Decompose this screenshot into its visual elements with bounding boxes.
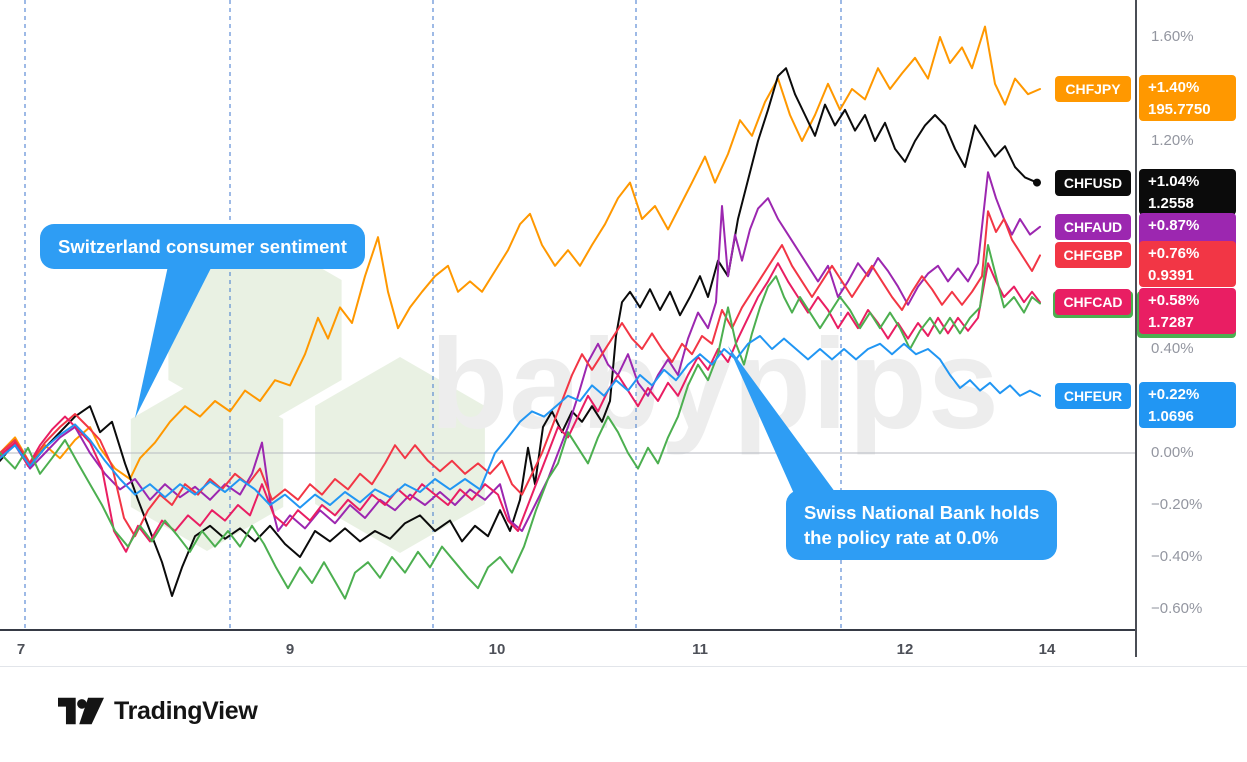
symbol-tag-chfeur[interactable]: CHFEUR	[1055, 383, 1131, 409]
series-price-labels: CHFJPY +1.40% 195.7750 CHFUSD +1.04% 1.2558 CH…	[1053, 75, 1236, 428]
price-tag-chfjpy[interactable]: +1.40% 195.7750	[1139, 75, 1236, 121]
pane-separator	[0, 666, 1247, 667]
time-scale[interactable]: 7 9 10 11 12 14	[0, 633, 1135, 666]
series-line-chfeur	[0, 335, 1041, 509]
last-price: 1.0696	[1148, 408, 1194, 425]
last-price: 1.7287	[1148, 314, 1194, 331]
y-tick-label: 1.60%	[1151, 28, 1194, 45]
annotation-callout-1[interactable]: Switzerland consumer sentiment	[40, 224, 365, 269]
price-tag-chfgbp[interactable]: +0.76% 0.9391	[1139, 241, 1236, 287]
time-axis-border	[0, 629, 1135, 631]
last-price: 1.2558	[1148, 195, 1194, 212]
callout-text-line: Switzerland consumer sentiment	[58, 236, 347, 257]
watermark-hexagon	[315, 357, 485, 553]
symbol-tag-chfcad[interactable]: CHFCAD	[1055, 289, 1131, 315]
price-scale[interactable]: 1.60% 1.20% 0.40% 0.00% −0.20% −0.40% −0.60%	[1135, 0, 1247, 657]
annotation-callout-2[interactable]: Swiss National Bank holds the policy rate…	[786, 490, 1058, 560]
series-end-dot	[1033, 178, 1041, 187]
price-tag-chfusd[interactable]: +1.04% 1.2558	[1139, 169, 1236, 215]
symbol-tag-chfjpy[interactable]: CHFJPY	[1055, 76, 1131, 102]
y-tick-label: −0.20%	[1151, 496, 1203, 513]
change-percent: +0.22%	[1148, 386, 1200, 403]
x-tick-label: 14	[1038, 641, 1056, 658]
change-percent: +0.58%	[1148, 292, 1200, 309]
y-tick-label: 1.20%	[1151, 132, 1194, 149]
y-tick-label: −0.40%	[1151, 548, 1203, 565]
series-line-chfcad	[0, 262, 1041, 553]
x-tick-label: 10	[488, 641, 506, 658]
x-tick-label: 11	[692, 641, 708, 658]
change-percent: +1.04%	[1148, 173, 1200, 190]
x-tick-label: 7	[16, 641, 26, 658]
tradingview-logo-text: TradingView	[114, 696, 258, 725]
change-percent: +0.87%	[1148, 217, 1200, 234]
callout-text-line: Swiss National Bank holds	[804, 502, 1040, 523]
symbol-tag-chfgbp[interactable]: CHFGBP	[1055, 242, 1131, 268]
tradingview-logo-icon	[58, 697, 104, 725]
price-tag-chfcad[interactable]: +0.58% 1.7287	[1139, 288, 1236, 334]
y-tick-label: 0.00%	[1151, 444, 1194, 461]
series-line-chfgbp	[0, 210, 1041, 538]
change-percent: +0.76%	[1148, 245, 1200, 262]
watermark-hexagon	[130, 375, 284, 551]
last-price: 195.7750	[1148, 101, 1211, 118]
last-price: 0.9391	[1148, 267, 1194, 284]
symbol-tag-chfaud[interactable]: CHFAUD	[1055, 214, 1131, 240]
y-tick-label: −0.60%	[1151, 600, 1203, 617]
series-line-chfaud	[0, 171, 1041, 532]
callout-text-line: the policy rate at 0.0%	[804, 527, 999, 548]
x-tick-label: 9	[285, 641, 295, 658]
x-tick-label: 12	[896, 641, 914, 658]
y-tick-label: 0.40%	[1151, 340, 1194, 357]
series-line-unlabeled-green	[0, 244, 1041, 600]
price-tag-chfeur[interactable]: +0.22% 1.0696	[1139, 382, 1236, 428]
symbol-tag-chfusd[interactable]: CHFUSD	[1055, 170, 1131, 196]
tradingview-logo[interactable]: TradingView	[58, 696, 258, 726]
change-percent: +1.40%	[1148, 79, 1200, 96]
